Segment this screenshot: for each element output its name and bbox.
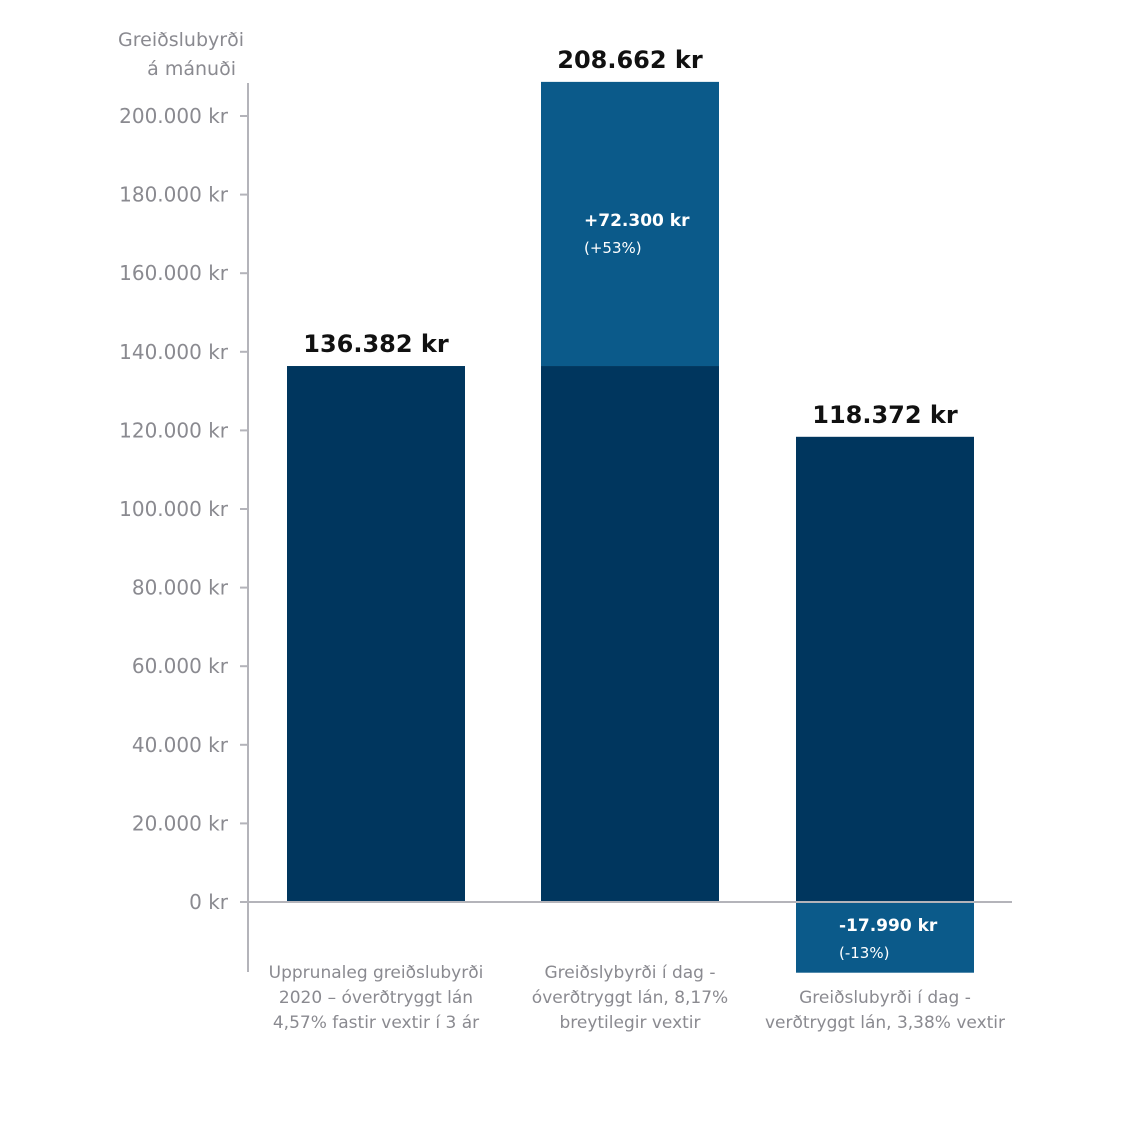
change-label: -17.990 kr (839, 916, 938, 936)
y-tick-label: 140.000 kr (119, 340, 229, 364)
category-label-line: 4,57% fastir vextir í 3 ár (273, 1013, 479, 1033)
y-tick-label: 200.000 kr (119, 104, 229, 128)
category-labels-group: Upprunaleg greiðslubyrði 2020 – óverðtryg… (269, 963, 1005, 1033)
y-tick-label: 80.000 kr (132, 576, 229, 600)
y-tick-label: 40.000 kr (132, 733, 229, 757)
y-ticks-group: 0 kr 20.000 kr 40.000 kr 60.000 kr 80.000 kr… (119, 104, 248, 914)
y-tick-label: 120.000 kr (119, 418, 229, 442)
change-percent-label: (-13%) (839, 944, 889, 962)
y-tick-label: 180.000 kr (119, 183, 229, 207)
y-tick-label: 100.000 kr (119, 497, 229, 521)
bar-base (796, 436, 974, 902)
category-label-line: Upprunaleg greiðslubyrði (269, 963, 484, 983)
category-label-line: breytilegir vextir (559, 1013, 700, 1033)
category-label-line: 2020 – óverðtryggt lán (279, 988, 473, 1008)
category-label-line: Greiðslybyrði í dag - (544, 963, 715, 983)
change-label: +72.300 kr (584, 211, 690, 231)
category-label-line: óverðtryggt lán, 8,17% (532, 988, 728, 1008)
bar-base (287, 366, 465, 902)
total-label: 136.382 kr (303, 330, 449, 358)
y-tick-label: 160.000 kr (119, 261, 229, 285)
bar-base (541, 366, 719, 902)
y-axis-title-line-2: á mánuði (147, 58, 236, 80)
y-axis-title-line-1: Greiðslubyrði (118, 29, 244, 51)
total-label: 118.372 kr (812, 401, 958, 429)
total-label: 208.662 kr (557, 46, 703, 74)
category-label-line: verðtryggt lán, 3,38% vextir (765, 1013, 1005, 1033)
y-axis-title: Greiðslubyrði á mánuði (118, 29, 244, 80)
bar-labels-group: 136.382 kr 208.662 kr 118.372 kr +72.300 kr… (303, 46, 958, 962)
bars-group (287, 81, 974, 973)
category-label-line: Greiðslubyrði í dag - (799, 988, 971, 1008)
y-tick-label: 60.000 kr (132, 654, 229, 678)
y-tick-label: 0 kr (189, 890, 229, 914)
bar-increase (541, 81, 719, 367)
bar-decrease (796, 902, 974, 973)
change-percent-label: (+53%) (584, 239, 642, 257)
y-tick-label: 20.000 kr (132, 811, 229, 835)
